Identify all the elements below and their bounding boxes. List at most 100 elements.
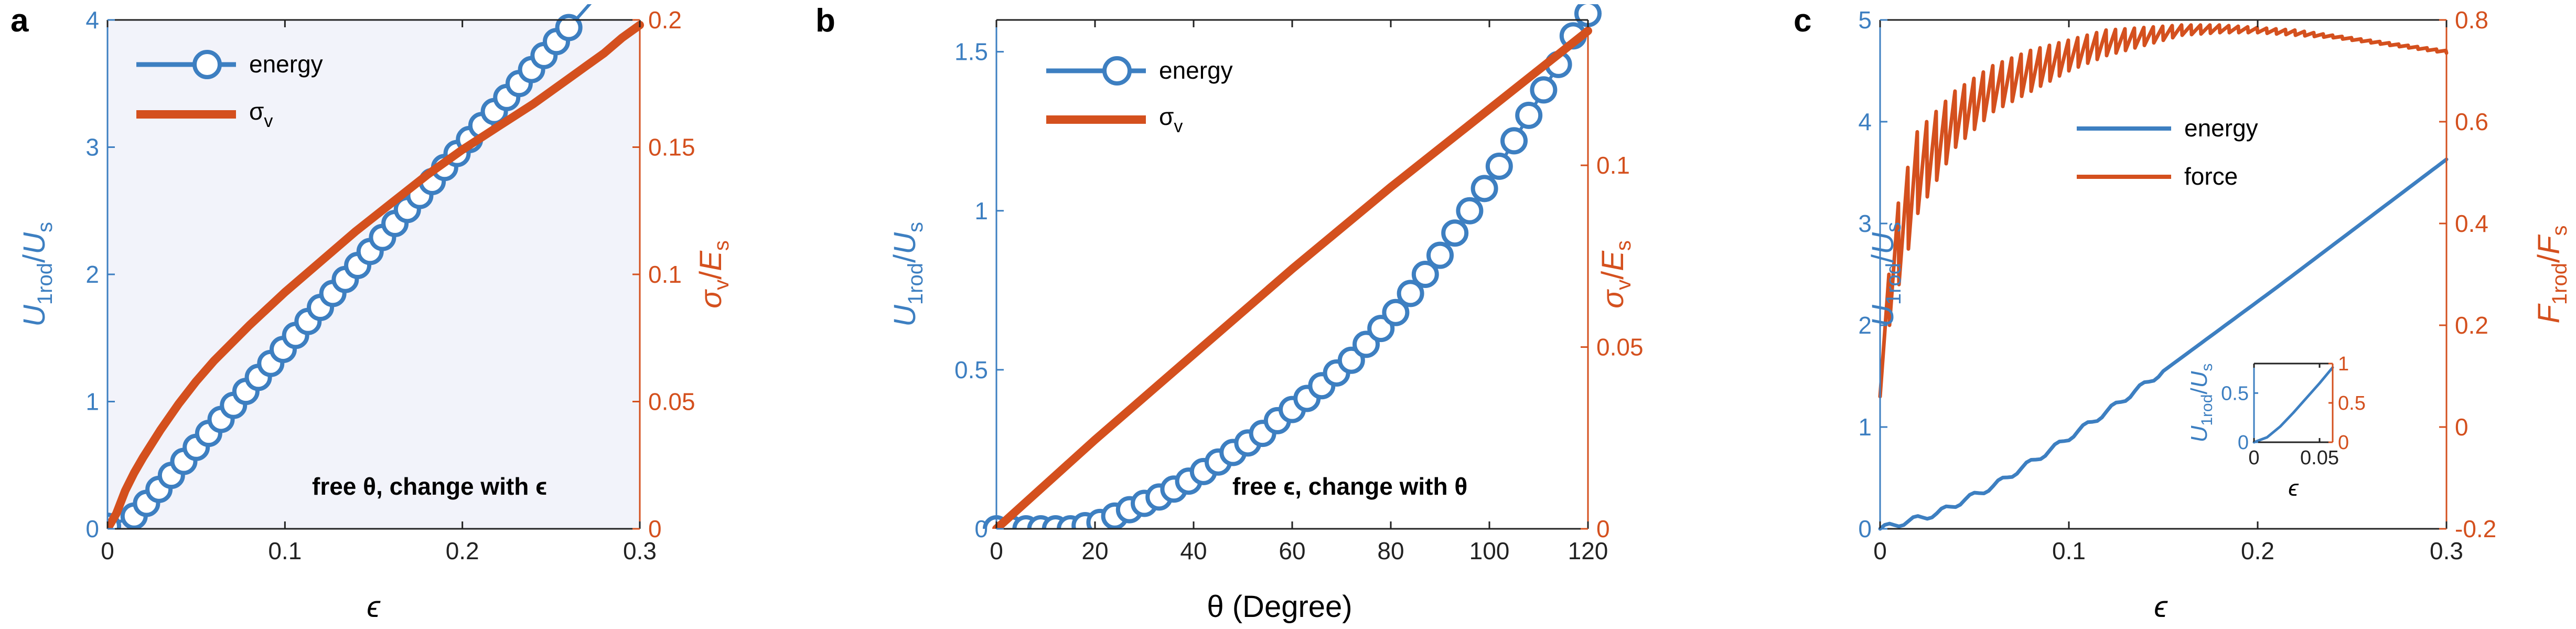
y-left-tick-label: 0	[2238, 432, 2249, 454]
panel-c-plot	[1878, 23, 2449, 531]
y-left-tick-label: 0.5	[954, 356, 988, 383]
y-left-tick-label: 4	[85, 6, 99, 34]
legend-sigma-label: σv	[1159, 103, 1183, 136]
y-right-tick-label: -0.2	[2455, 515, 2496, 542]
panel-a-xlabel: ϵ	[367, 590, 381, 624]
energy-marker	[1426, 241, 1454, 269]
panel-b-annotation: free ϵ, change with θ	[1232, 473, 1467, 500]
panel-c-legend: energy force	[2077, 114, 2258, 190]
inset-ylabel: U1rod/Us	[2186, 364, 2216, 443]
y-right-tick-label: 0	[1596, 515, 1610, 542]
sigma-line	[992, 26, 1592, 529]
panel-c-xlabel: ϵ	[2154, 590, 2168, 624]
panel-c-letter: c	[1794, 3, 1811, 39]
y-right-tick-label: 0	[2455, 413, 2468, 441]
panel-c: c 0 0.1 0.2 0.3 0 1 2 3 4 5 -0.2 0 0.2 0.4 0.6 0.8 ener…	[1794, 3, 2571, 624]
y-right-tick-label: 0	[648, 515, 662, 542]
y-left-tick-label: 1.5	[954, 38, 988, 66]
panel-b-legend: energy σv	[1046, 56, 1233, 136]
x-tick-label: 0	[101, 537, 114, 564]
panel-b-xlabel: θ (Degree)	[1207, 590, 1352, 624]
energy-marker	[1456, 197, 1484, 225]
energy-marker	[1397, 280, 1424, 307]
y-right-tick-label: 0.1	[1596, 152, 1630, 179]
panel-b-plot	[983, 4, 1602, 529]
y-left-tick-label: 4	[1858, 108, 1872, 135]
energy-marker	[1500, 127, 1528, 155]
legend-energy-label: energy	[1159, 57, 1233, 84]
y-left-tick-label: 5	[1858, 6, 1872, 34]
inset-plot	[2252, 366, 2334, 444]
y-right-tick-label: 0	[2338, 432, 2349, 454]
y-right-tick-label: 0.2	[648, 6, 682, 34]
y-left-tick-label: 1	[974, 197, 988, 225]
sigma-line	[108, 20, 644, 529]
y-right-tick-label: 0.15	[648, 134, 695, 161]
x-tick-label: 0.2	[446, 537, 479, 564]
x-tick-label: 0.05	[2300, 447, 2339, 469]
energy-marker	[555, 14, 583, 41]
x-tick-label: 80	[1377, 537, 1404, 564]
energy-marker	[1441, 219, 1469, 247]
x-tick-label: 0	[990, 537, 1003, 564]
y-right-tick-label: 0.4	[2455, 210, 2488, 237]
x-tick-label: 60	[1279, 537, 1305, 564]
x-tick-label: 100	[1469, 537, 1510, 564]
inset-energy-line	[2252, 366, 2334, 444]
legend-energy-label: energy	[2184, 114, 2258, 142]
panel-a-letter: a	[10, 3, 29, 39]
panel-b-ylabel-left: U1rod/Us	[888, 222, 927, 327]
y-left-tick-label: 3	[85, 134, 99, 161]
y-right-tick-label: 0.5	[2338, 392, 2366, 414]
x-tick-label: 0.3	[623, 537, 657, 564]
x-tick-label: 120	[1568, 537, 1608, 564]
inset-xlabel: ϵ	[2288, 475, 2299, 501]
y-right-tick-label: 0.2	[2455, 312, 2488, 339]
panel-a-series	[108, 4, 644, 529]
energy-marker	[1471, 175, 1498, 202]
panel-c-ylabel-left: U1rod/Us	[1866, 222, 1905, 327]
y-right-tick-label: 0.05	[1596, 334, 1644, 361]
panel-a-annotation: free θ, change with ϵ	[312, 473, 547, 500]
y-left-tick-label: 0	[85, 515, 99, 542]
y-right-tick-label: 0.05	[648, 388, 695, 415]
legend-energy-marker	[192, 50, 222, 79]
inset-background	[2254, 364, 2333, 442]
y-left-tick-label: 1	[1858, 413, 1872, 441]
x-tick-label: 0.2	[2241, 537, 2274, 564]
panel-b-letter: b	[815, 3, 835, 39]
y-left-tick-label: 0	[1858, 515, 1872, 542]
panel-a-plot	[108, 4, 644, 529]
energy-marker	[1485, 152, 1513, 180]
y-right-tick-label: 1	[2338, 353, 2349, 375]
legend-energy-label: energy	[249, 50, 323, 78]
y-left-tick-label: 2	[1858, 312, 1872, 339]
energy-marker	[1382, 298, 1410, 326]
y-left-tick-label: 0.5	[2221, 382, 2249, 404]
y-left-tick-label: 1	[85, 388, 99, 415]
x-tick-label: 0.3	[2430, 537, 2463, 564]
panel-c-ylabel-right: F1rod/Fs	[2532, 225, 2571, 323]
x-tick-label: 20	[1081, 537, 1108, 564]
x-tick-label: 0	[2248, 447, 2259, 469]
y-right-tick-label: 0.1	[648, 261, 682, 288]
y-left-tick-label: 0	[974, 515, 988, 542]
y-left-tick-label: 3	[1858, 210, 1872, 237]
energy-marker	[1411, 261, 1439, 288]
legend-force-label: force	[2184, 163, 2238, 190]
energy-line	[1878, 157, 2449, 531]
panel-a-ylabel-left: U1rod/Us	[17, 222, 57, 327]
y-left-tick-label: 2	[85, 261, 99, 288]
energy-marker	[1515, 101, 1543, 129]
y-right-tick-label: 0.6	[2455, 108, 2488, 135]
x-tick-label: 0.1	[2052, 537, 2086, 564]
x-tick-label: 0	[1873, 537, 1887, 564]
legend-energy-marker	[1102, 56, 1132, 86]
panel-a-ylabel-right: σv/Es	[694, 240, 733, 308]
